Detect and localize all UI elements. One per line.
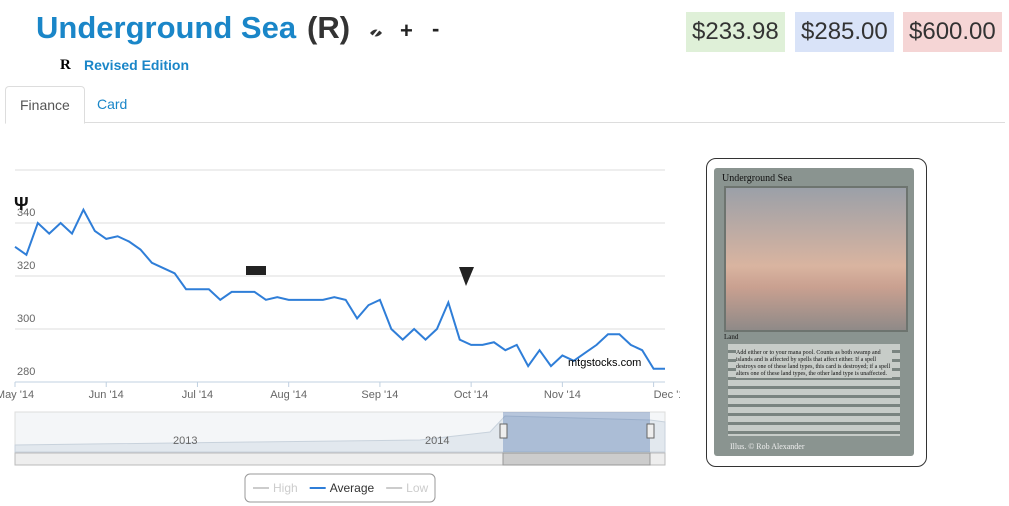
watermark: mtgstocks.com xyxy=(568,357,641,369)
legend-label[interactable]: Average xyxy=(330,481,375,495)
navigator-selection xyxy=(503,412,650,452)
x-tick-label: Sep '14 xyxy=(361,389,398,401)
chart: 280 300 320 340 May '14 Jun '14 Jul '14 Aug '14… xyxy=(0,169,680,503)
set-name[interactable]: Revised Edition xyxy=(84,57,190,73)
legend-label[interactable]: Low xyxy=(406,481,428,495)
x-tick-label: Jun '14 xyxy=(89,389,124,401)
tab-card[interactable]: Card xyxy=(97,96,128,112)
card-title: Underground Sea xyxy=(36,10,297,45)
event-icon xyxy=(246,266,266,275)
x-tick-label: May '14 xyxy=(0,389,34,401)
navigator-label: 2013 xyxy=(173,435,197,447)
navigator-handle[interactable] xyxy=(646,423,655,439)
card-type: Land xyxy=(724,333,739,341)
x-tick-label: Dec '14 xyxy=(654,389,680,401)
x-tick-label: Jul '14 xyxy=(182,389,213,401)
card-illustrator: Illus. © Rob Alexander xyxy=(730,442,805,451)
navigator-handle[interactable] xyxy=(499,423,508,439)
y-tick-label: 340 xyxy=(17,207,35,219)
tab-border xyxy=(5,122,1005,123)
y-tick-label: 280 xyxy=(17,366,35,378)
rarity: (R) xyxy=(307,10,351,45)
scrollbar-thumb[interactable] xyxy=(502,452,651,466)
remove-button[interactable]: - xyxy=(432,16,440,41)
navigator-label: 2014 xyxy=(425,435,449,447)
y-tick-label: 300 xyxy=(17,313,35,325)
event-icon: Ψ xyxy=(14,194,29,214)
card-art xyxy=(724,186,908,332)
x-tick-label: Oct '14 xyxy=(454,389,489,401)
tab-finance[interactable]: Finance xyxy=(5,86,85,124)
card-image: Underground Sea Land Add either or to yo… xyxy=(714,168,914,456)
card-text: Add either or to your mana pool. Counts … xyxy=(736,350,892,378)
add-button[interactable]: + xyxy=(400,18,413,43)
legend-label[interactable]: High xyxy=(273,481,298,495)
price-avg: $285.00 xyxy=(795,12,894,52)
card-name: Underground Sea xyxy=(722,173,793,184)
y-tick-label: 320 xyxy=(17,260,35,272)
price-high: $600.00 xyxy=(903,12,1002,52)
price-line xyxy=(14,207,665,370)
price-low: $233.98 xyxy=(686,12,785,52)
set-symbol: R xyxy=(60,57,71,73)
x-tick-label: Aug '14 xyxy=(270,389,307,401)
hide-icon[interactable] xyxy=(368,26,384,40)
x-tick-label: Nov '14 xyxy=(544,389,581,401)
event-icon xyxy=(459,267,474,286)
legend-box xyxy=(244,473,436,503)
